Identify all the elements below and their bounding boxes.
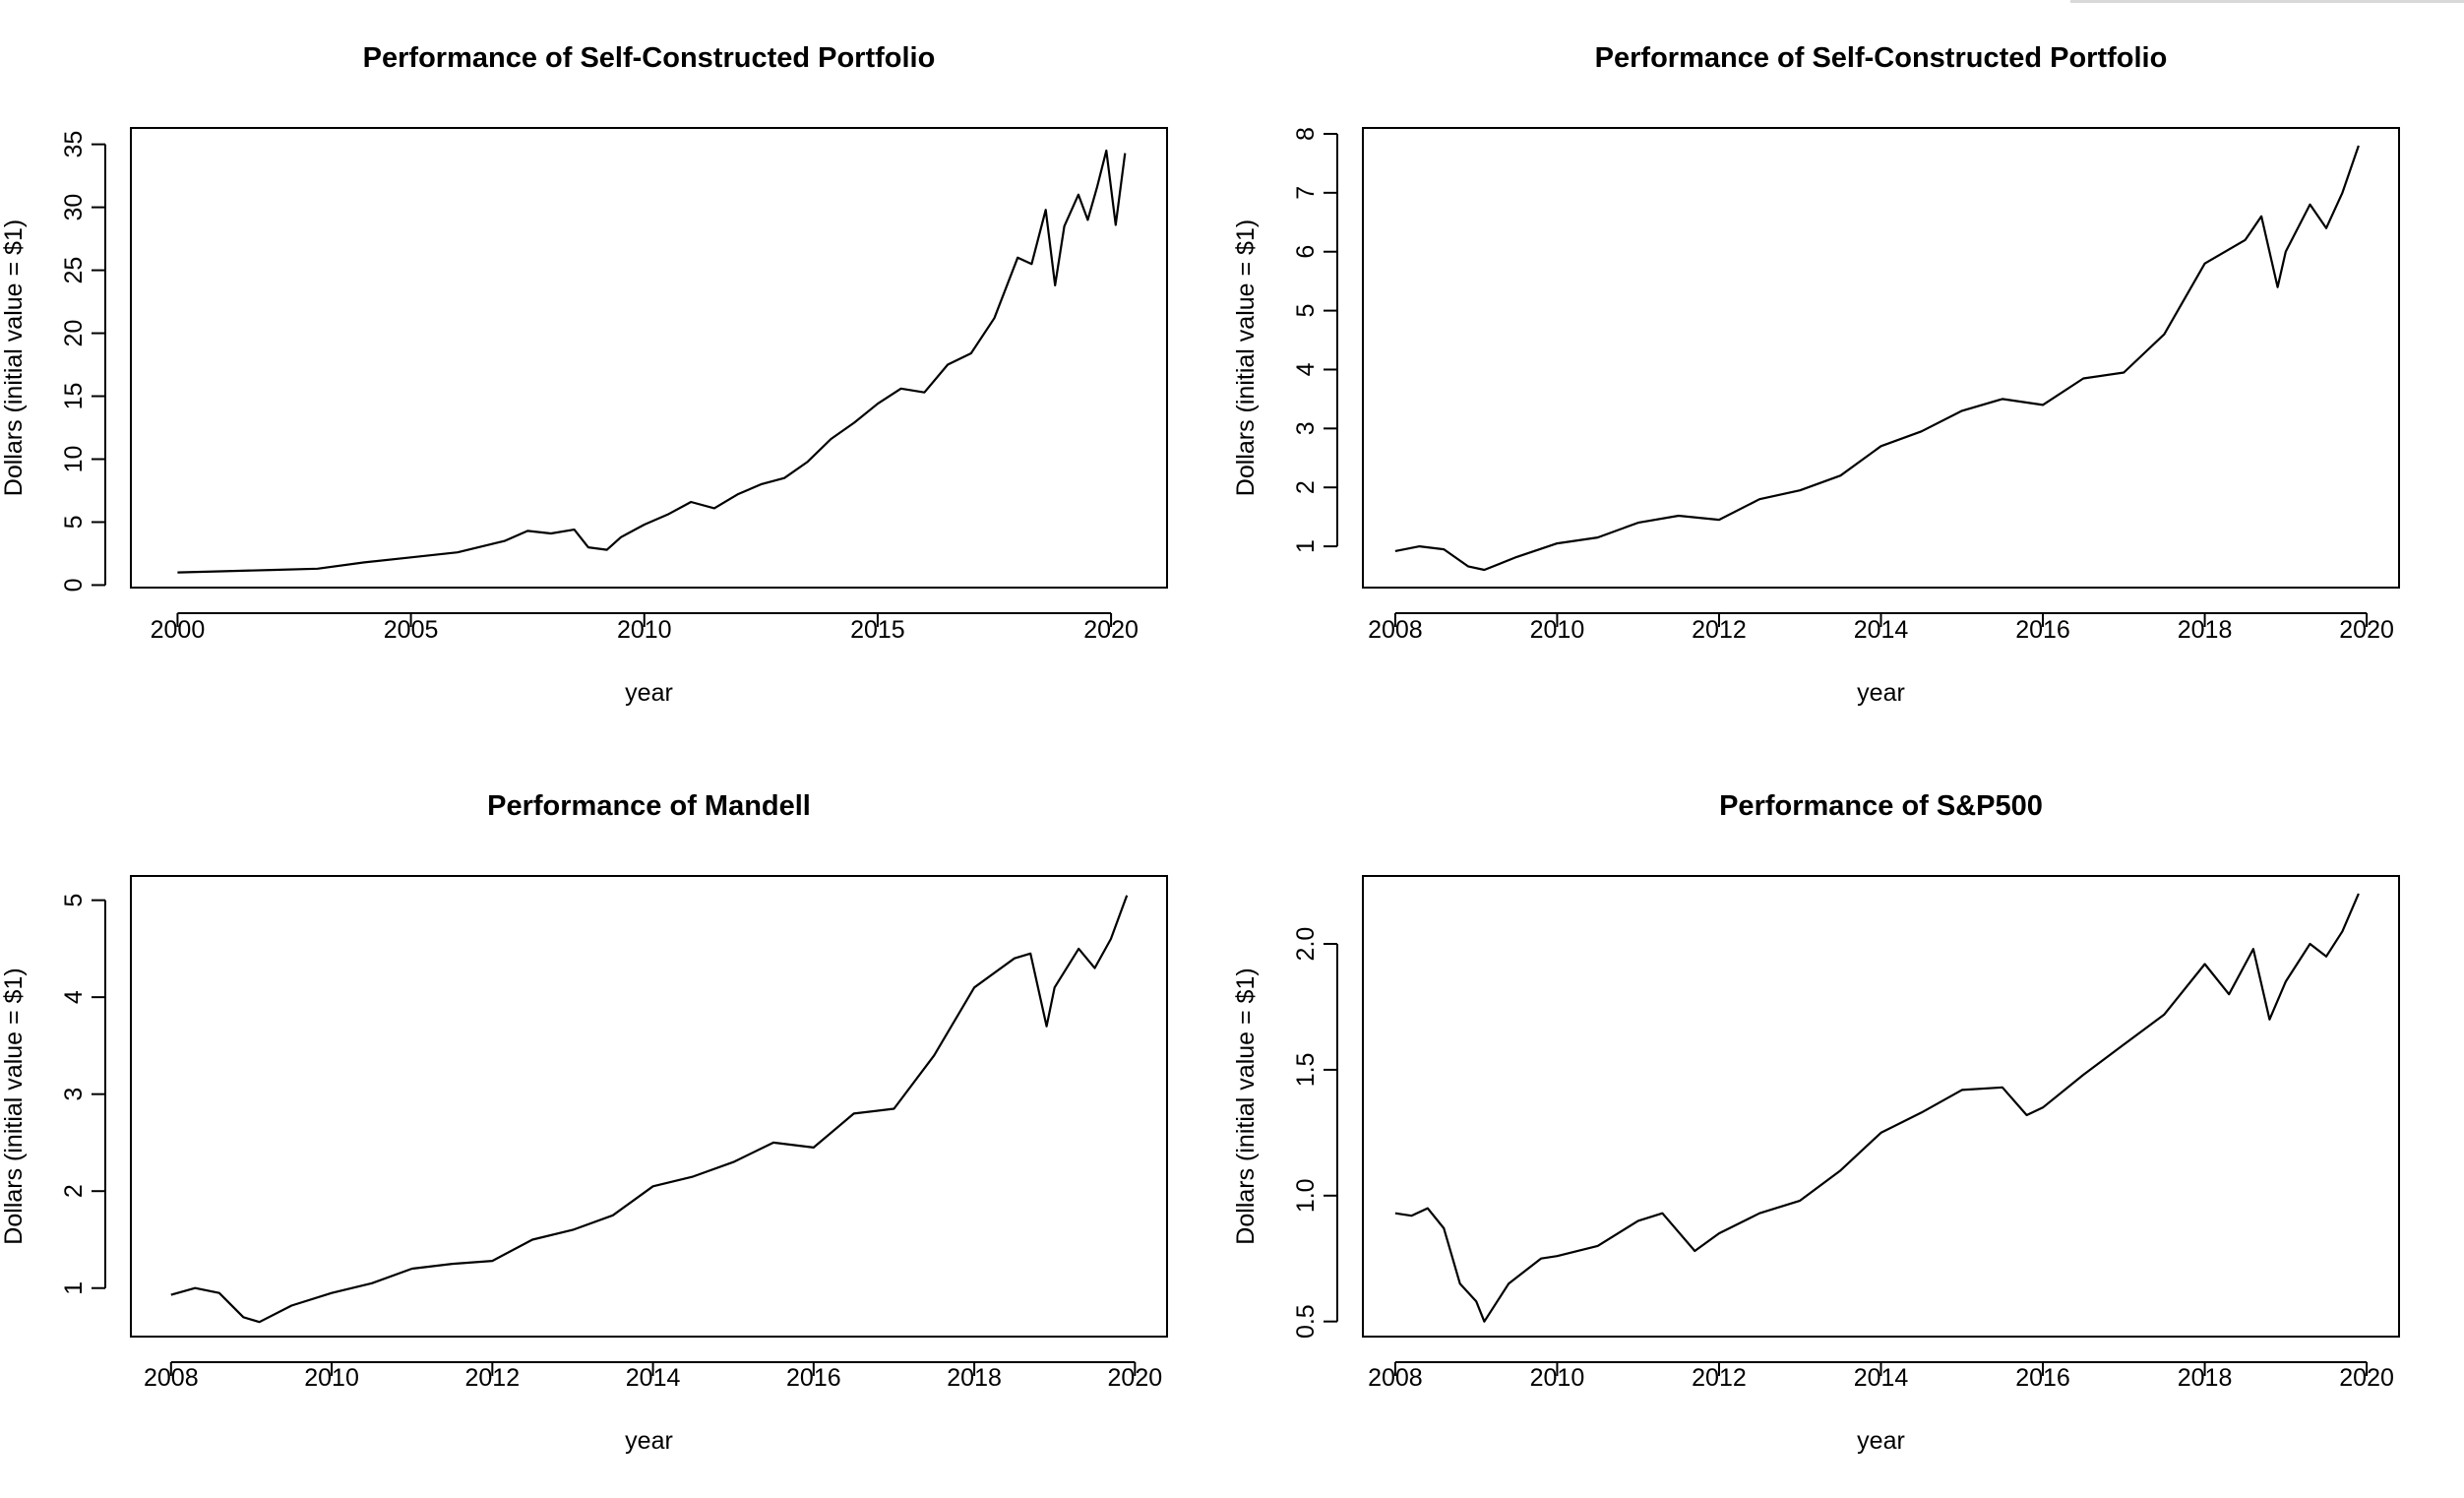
plot-frame (130, 127, 1168, 589)
x-tick-label: 2014 (626, 1364, 681, 1392)
x-tick-label: 2010 (1530, 616, 1585, 644)
plot-frame (1362, 875, 2400, 1338)
x-tick-label: 2012 (465, 1364, 521, 1392)
chart-panel-1: Performance of Self-Constructed Portfoli… (0, 42, 1168, 707)
x-tick-label: 2008 (1368, 1364, 1423, 1392)
y-tick-label: 25 (60, 257, 88, 284)
chart-panel-3: Performance of Mandell 2008 2010 2012 2014 20… (0, 790, 1168, 1455)
y-axis-label: Dollars (initial value = $1) (0, 967, 28, 1244)
x-tick-label: 2008 (1368, 616, 1423, 644)
y-tick-label: 1 (1292, 539, 1320, 553)
y-tick-label: 2.0 (1292, 927, 1320, 962)
chart-title: Performance of Self-Constructed Portfoli… (1595, 42, 2168, 74)
window-corner-edge (2070, 0, 2464, 3)
y-tick-label: 35 (60, 131, 88, 158)
y-tick-label: 0 (60, 578, 88, 592)
y-tick-label: 2 (60, 1184, 88, 1198)
series-line (170, 895, 1129, 1324)
y-tick-label: 7 (1292, 186, 1320, 200)
y-tick-label: 2 (1292, 480, 1320, 494)
x-axis-label: year (1857, 1427, 1905, 1455)
y-tick-label: 4 (1292, 362, 1320, 376)
y-tick-label: 1 (60, 1281, 88, 1295)
x-tick-label: 2005 (384, 616, 439, 644)
x-tick-label: 2018 (2178, 616, 2233, 644)
y-tick-label: 0.5 (1292, 1304, 1320, 1339)
series-line (1394, 145, 2360, 572)
chart-title: Performance of Self-Constructed Portfoli… (363, 42, 936, 74)
plot-frame (1362, 127, 2400, 589)
x-axis-label: year (1857, 679, 1905, 707)
x-tick-label: 2018 (2178, 1364, 2233, 1392)
x-axis-label: year (625, 679, 673, 707)
x-tick-label: 2010 (617, 616, 672, 644)
x-tick-label: 2000 (151, 616, 206, 644)
x-tick-label: 2008 (144, 1364, 199, 1392)
y-tick-label: 20 (60, 320, 88, 347)
x-tick-label: 2018 (947, 1364, 1002, 1392)
x-tick-label: 2010 (304, 1364, 359, 1392)
y-tick-label: 3 (60, 1088, 88, 1101)
y-tick-label: 10 (60, 446, 88, 473)
x-tick-label: 2020 (2339, 1364, 2394, 1392)
x-axis-label: year (625, 1427, 673, 1455)
y-tick-label: 5 (60, 516, 88, 530)
x-tick-label: 2012 (1692, 616, 1747, 644)
x-tick-label: 2012 (1692, 1364, 1747, 1392)
x-tick-label: 2016 (786, 1364, 841, 1392)
y-tick-label: 5 (60, 894, 88, 907)
y-tick-label: 3 (1292, 421, 1320, 435)
y-axis-label: Dollars (initial value = $1) (1232, 967, 1260, 1244)
x-tick-label: 2014 (1854, 1364, 1909, 1392)
y-tick-label: 4 (60, 990, 88, 1004)
chart-panel-2: Performance of Self-Constructed Portfoli… (1232, 42, 2400, 707)
y-tick-label: 1.5 (1292, 1053, 1320, 1088)
series-line (1394, 893, 2360, 1323)
plot-frame (130, 875, 1168, 1338)
x-tick-label: 2015 (850, 616, 905, 644)
chart-title: Performance of S&P500 (1719, 790, 2043, 822)
x-tick-label: 2020 (2339, 616, 2394, 644)
y-tick-label: 6 (1292, 245, 1320, 259)
y-tick-label: 15 (60, 383, 88, 410)
y-tick-label: 5 (1292, 304, 1320, 318)
y-tick-label: 1.0 (1292, 1178, 1320, 1213)
series-line (177, 149, 1127, 574)
x-tick-label: 2020 (1108, 1364, 1163, 1392)
x-tick-label: 2020 (1083, 616, 1139, 644)
x-tick-label: 2016 (2015, 616, 2070, 644)
y-axis-label: Dollars (initial value = $1) (1232, 219, 1260, 496)
y-axis-label: Dollars (initial value = $1) (0, 219, 28, 496)
x-tick-label: 2010 (1530, 1364, 1585, 1392)
chart-title: Performance of Mandell (487, 790, 811, 822)
chart-panel-4: Performance of S&P500 2008 2010 2012 2014 201… (1232, 790, 2400, 1455)
y-tick-label: 30 (60, 194, 88, 221)
y-tick-label: 8 (1292, 127, 1320, 141)
x-tick-label: 2014 (1854, 616, 1909, 644)
x-tick-label: 2016 (2015, 1364, 2070, 1392)
